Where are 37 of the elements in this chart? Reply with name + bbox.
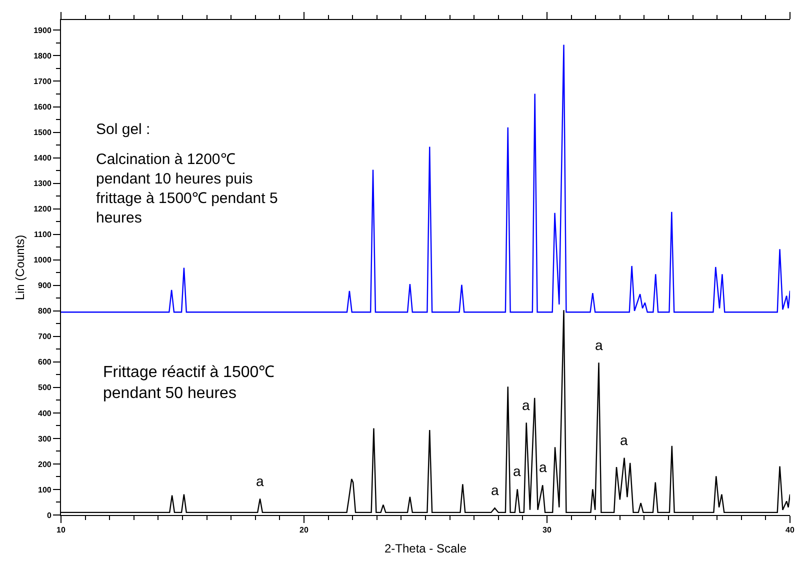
y-tick-label: 300: [38, 434, 52, 444]
y-tick-label: 1500: [34, 128, 52, 138]
annotation: a: [595, 337, 603, 353]
y-tick-label: 900: [38, 281, 52, 290]
y-tick-label: 1800: [34, 52, 52, 61]
annotation: a: [256, 473, 264, 489]
y-tick-label: 1700: [34, 77, 52, 86]
y-tick-label: 0: [46, 510, 52, 520]
x-tick-label: 30: [542, 526, 552, 535]
annotation: Sol gel :: [96, 121, 150, 138]
y-tick-label: 400: [38, 408, 52, 418]
y-tick-label: 600: [38, 358, 52, 367]
annotation: a: [539, 459, 547, 475]
annotation: a: [522, 397, 530, 413]
annotation: a: [513, 463, 521, 479]
y-tick-label: 1900: [34, 26, 52, 36]
y-tick-label: 100: [38, 485, 52, 494]
y-axis-title: Lin (Counts): [12, 234, 27, 300]
annotation: a: [620, 432, 628, 448]
y-tick-label: 1000: [34, 256, 52, 265]
y-tick-label: 1300: [34, 179, 52, 188]
y-tick-label: 1400: [34, 154, 52, 163]
annotation: Frittage réactif à 1500℃ pendant 50 heures: [103, 364, 275, 402]
annotation: Calcination à 1200℃ pendant 10 heures puis frittage à 1500℃ pendant 5 heures: [96, 151, 278, 226]
x-tick-label: 10: [56, 526, 66, 535]
y-tick-label: 1600: [34, 102, 52, 112]
x-tick-label: 20: [300, 526, 309, 535]
annotation: a: [491, 482, 499, 498]
y-tick-label: 200: [38, 460, 52, 469]
y-tick-label: 500: [38, 383, 52, 392]
line-series: [61, 44, 790, 313]
y-tick-label: 700: [38, 332, 52, 342]
x-tick-label: 40: [786, 526, 795, 535]
y-tick-label: 800: [38, 306, 52, 316]
y-tick-label: 1100: [34, 230, 52, 240]
y-tick-label: 1200: [34, 204, 52, 214]
x-axis-title: 2-Theta - Scale: [384, 542, 467, 556]
